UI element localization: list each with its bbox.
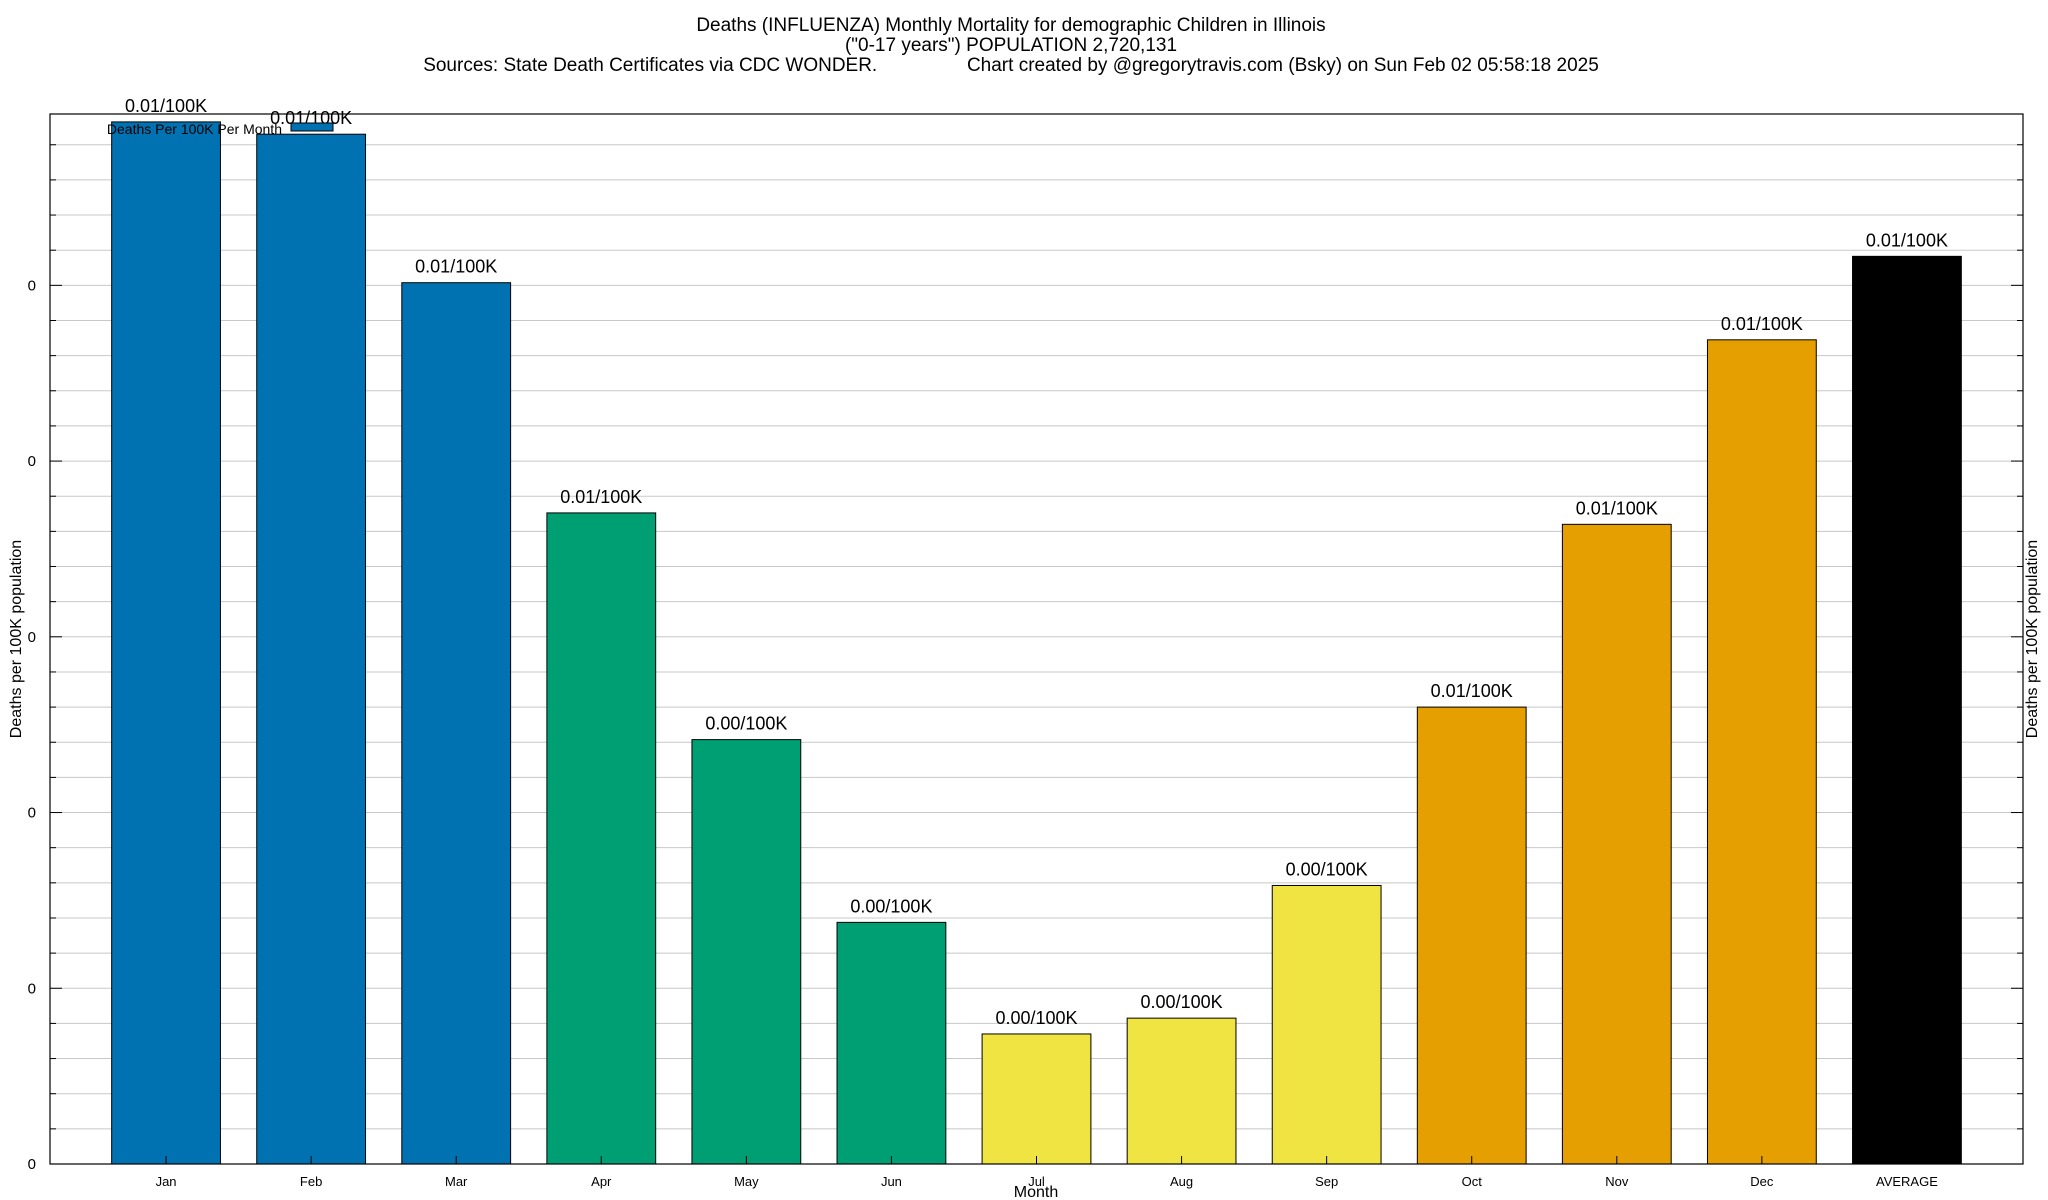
bar-mar bbox=[401, 282, 512, 1165]
y-tick-label: 0 bbox=[28, 805, 36, 822]
data-label: 0.00/100K bbox=[995, 1008, 1077, 1028]
data-label: 0.01/100K bbox=[415, 257, 497, 277]
bar-aug bbox=[1126, 1017, 1237, 1165]
bar-jun bbox=[836, 921, 947, 1165]
legend: Deaths Per 100K Per Month bbox=[107, 121, 334, 137]
data-labels: 0.01/100K 0.01/100K 0.01/100K 0.01/100K 0.00… bbox=[125, 96, 1948, 1028]
legend-label: Deaths Per 100K Per Month bbox=[107, 121, 282, 137]
x-tick-label: Apr bbox=[591, 1174, 612, 1189]
bar-oct bbox=[1416, 706, 1527, 1165]
y-tick-label: 0 bbox=[28, 980, 36, 997]
legend-swatch bbox=[290, 122, 334, 132]
chart-title-line-1: Deaths (INFLUENZA) Monthly Mortality for… bbox=[696, 15, 1325, 36]
bar-jul bbox=[981, 1033, 1092, 1165]
bar-average bbox=[1852, 255, 1962, 1165]
data-label: 0.01/100K bbox=[1576, 498, 1658, 518]
x-tick-label: Sep bbox=[1315, 1174, 1338, 1189]
data-label: 0.00/100K bbox=[850, 896, 932, 916]
data-label: 0.01/100K bbox=[125, 96, 207, 116]
x-tick-label: Jun bbox=[881, 1174, 902, 1189]
y-axis-title: Deaths per 100K population bbox=[8, 540, 25, 738]
data-label: 0.01/100K bbox=[1431, 681, 1513, 701]
chart-title-line-2: ("0-17 years") POPULATION 2,720,131 bbox=[845, 35, 1177, 56]
data-label: 0.01/100K bbox=[560, 487, 642, 507]
x-tick-label: Jan bbox=[156, 1174, 177, 1189]
chart-title: Deaths (INFLUENZA) Monthly Mortality for… bbox=[423, 15, 1599, 76]
data-label: 0.00/100K bbox=[1141, 992, 1223, 1012]
data-label: 0.01/100K bbox=[1866, 230, 1948, 250]
data-label: 0.00/100K bbox=[705, 714, 787, 734]
bars bbox=[111, 121, 1962, 1165]
x-tick-label: Mar bbox=[445, 1174, 468, 1189]
grid bbox=[50, 144, 2023, 1165]
bar-jan bbox=[111, 121, 221, 1165]
x-tick-label: Feb bbox=[300, 1174, 322, 1189]
bar-sep bbox=[1271, 884, 1382, 1165]
x-tick-label: Jul bbox=[1028, 1174, 1045, 1189]
bar-apr bbox=[546, 512, 657, 1165]
x-tick-label: Oct bbox=[1462, 1174, 1483, 1189]
bar-may bbox=[691, 739, 802, 1165]
x-tick-label: May bbox=[734, 1174, 759, 1189]
x-tick-label: Dec bbox=[1750, 1174, 1774, 1189]
y-tick-label: 0 bbox=[28, 629, 36, 646]
bar-nov bbox=[1561, 523, 1672, 1165]
y2-axis-title: Deaths per 100K population bbox=[2024, 540, 2041, 738]
x-axis-title: Month bbox=[1014, 1184, 1058, 1200]
x-tick-label: Nov bbox=[1605, 1174, 1629, 1189]
chart-title-line-3: Sources: State Death Certificates via CD… bbox=[423, 55, 1599, 76]
data-label: 0.00/100K bbox=[1286, 859, 1368, 879]
y-tick-label: 0 bbox=[28, 277, 36, 294]
y-tick-label: 0 bbox=[28, 1156, 36, 1173]
bar-feb bbox=[256, 133, 367, 1165]
axis-ticks: 0 0 0 0 0 0 Jan Feb Mar Apr May Jun Jul Aug Sep Oct Nov D… bbox=[28, 144, 2023, 1189]
x-tick-label: Aug bbox=[1170, 1174, 1193, 1189]
bar-dec bbox=[1706, 339, 1817, 1165]
data-label: 0.01/100K bbox=[1721, 314, 1803, 334]
x-tick-label: AVERAGE bbox=[1876, 1174, 1938, 1189]
y-tick-label: 0 bbox=[28, 453, 36, 470]
